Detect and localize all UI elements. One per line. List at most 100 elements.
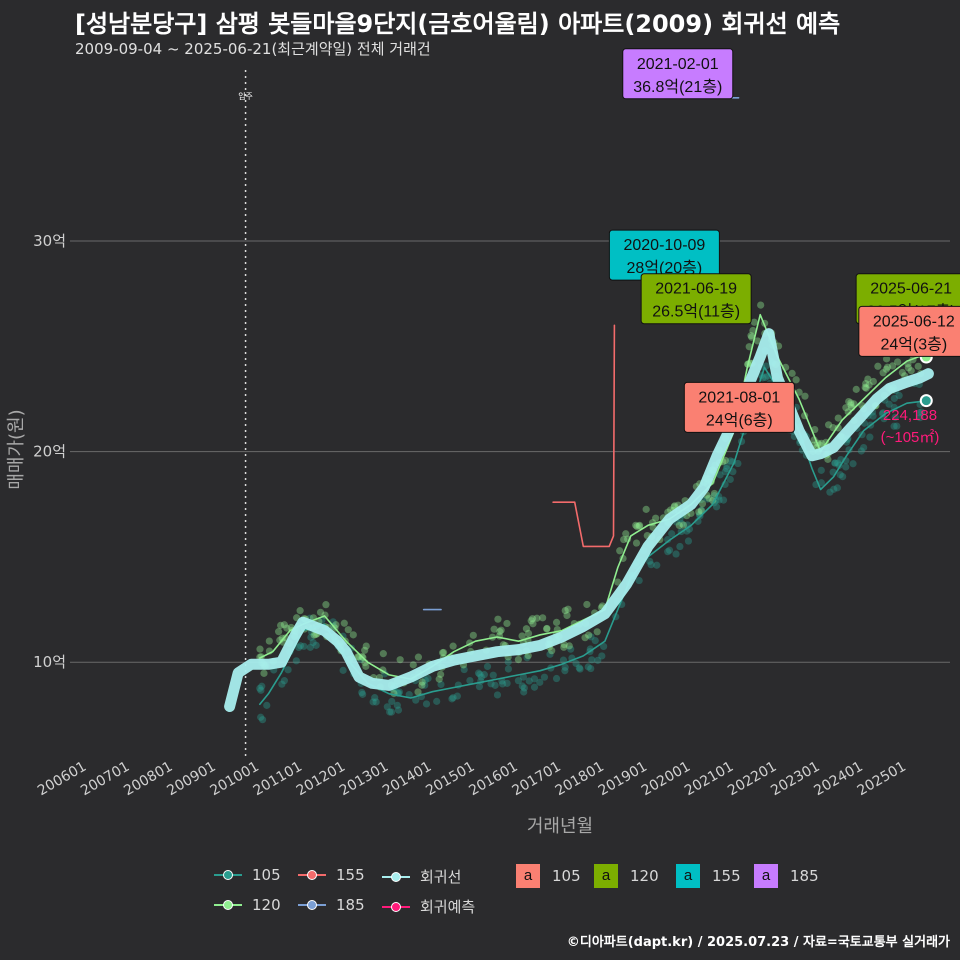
scatter-point-105 [726,457,734,465]
scatter-point-120 [792,376,800,384]
scatter-point-105 [647,561,655,569]
scatter-point-105 [306,643,314,651]
scatter-point-105 [530,683,539,691]
annotation-box [683,381,795,433]
scatter-point-105 [722,464,731,473]
scatter-point-120 [633,522,641,531]
x-tick-label: 202501 [855,759,909,800]
scatter-point-120 [652,514,660,522]
scatter-point-120 [894,358,902,366]
scatter-point-105 [546,650,554,658]
annotation-label: 2020-10-09 28억(20층) [608,229,725,284]
scatter-point-120 [514,656,522,664]
scatter-point-105 [518,682,526,690]
annotation-price: 24억(3층) [880,335,947,353]
scatter-point-105 [885,400,893,408]
scatter-point-105 [723,462,731,470]
scatter-point-120 [437,670,445,678]
scatter-point-120 [847,401,855,409]
scatter-point-105 [576,665,584,673]
scatter-point-105 [422,700,431,708]
scatter-point-105 [869,412,877,420]
annotation-date: 2021-08-01 [698,389,780,406]
x-tick-label: 202201 [725,759,779,800]
scatter-point-105 [503,679,511,687]
scatter-point-105 [668,530,676,538]
chart-title: [성남분당구] 삼평 봇들마을9단지(금호어울림) 아파트(2009) 회귀선 … [75,10,841,38]
scatter-point-120 [679,521,688,529]
scatter-point-120 [747,332,755,340]
scatter-point-120 [414,688,422,696]
legend-box-185: a 185 [754,864,819,888]
scatter-point-105 [734,459,742,468]
scatter-point-105 [477,673,485,681]
scatter-point-105 [653,561,661,569]
scatter-point-120 [883,363,892,371]
scatter-point-120 [438,649,447,657]
scatter-point-105 [386,708,394,716]
scatter-point-105 [676,542,684,551]
annotation-price: 36.8억(21층) [633,78,722,96]
scatter-point-120 [705,494,713,502]
scatter-point-105 [296,642,305,650]
scatter-point-120 [418,678,426,686]
annotation-label: 2021-02-01 36.8억(21층) [622,48,734,100]
scatter-point-105 [665,546,674,554]
scatter-point-105 [866,433,874,441]
scatter-point-120 [564,605,572,613]
scatter-point-120 [322,601,330,609]
annotation-date: 2025-06-21 [870,281,952,298]
scatter-point-120 [632,521,640,529]
annotation-label: 2021-08-01 24억(6층) [683,381,795,433]
scatter-point-120 [675,521,683,530]
scatter-point-120 [710,489,719,498]
scatter-point-120 [852,385,860,393]
scatter-point-120 [862,380,870,388]
scatter-point-105 [405,691,413,699]
y-tick-label: 20억 [33,443,66,461]
scatter-point-120 [256,645,264,653]
x-tick-label: 201601 [466,759,520,800]
scatter-point-105 [561,667,569,675]
scatter-point-105 [831,459,839,467]
scatter-point-105 [525,677,533,685]
scatter-point-105 [575,664,583,672]
scatter-point-105 [453,692,461,700]
x-tick-label: 201801 [553,759,607,800]
scatter-point-105 [587,633,595,641]
scatter-point-105 [480,671,488,679]
x-tick-label: 202301 [768,759,822,800]
scatter-point-105 [530,675,539,683]
scatter-point-105 [466,676,474,685]
scatter-point-120 [593,628,601,636]
series-line-155 [552,324,616,548]
scatter-point-120 [469,631,477,639]
scatter-point-105 [256,684,264,692]
scatter-point-120 [316,608,325,616]
scatter-point-105 [559,656,568,664]
annotation-date: 2021-06-19 [655,281,737,298]
scatter-point-120 [265,637,273,645]
scatter-point-105 [646,557,654,565]
scatter-point-105 [489,671,497,679]
scatter-point-105 [514,677,522,685]
annotation-label: 2021-06-19 26.5억(11층) [640,273,752,325]
scatter-point-105 [284,666,292,674]
scatter-point-120 [788,369,796,377]
scatter-point-105 [895,391,903,400]
scatter-point-120 [539,614,547,622]
scatter-point-120 [283,624,291,632]
scatter-point-105 [764,372,772,380]
y-tick-label: 30억 [33,232,66,250]
scatter-point-105 [309,638,317,647]
scatter-point-120 [864,375,872,383]
scatter-point-105 [474,669,483,677]
scatter-point-105 [726,475,734,484]
scatter-point-120 [396,656,404,664]
scatter-point-105 [519,673,528,681]
scatter-point-120 [296,607,304,615]
scatter-point-120 [560,641,568,649]
scatter-point-105 [890,422,898,430]
scatter-point-105 [523,654,531,662]
scatter-point-105 [475,683,484,691]
